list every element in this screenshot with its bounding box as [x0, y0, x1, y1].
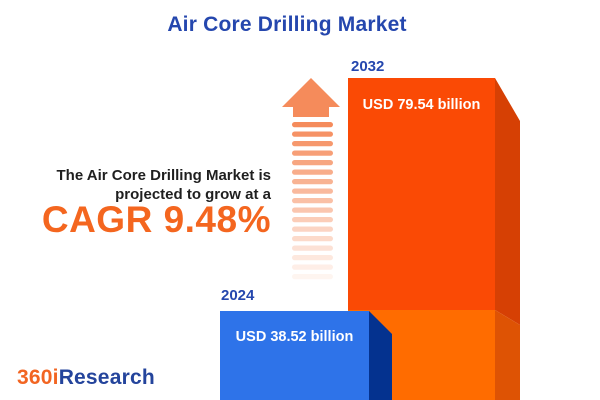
bar-value-2032: USD 79.54 billion [362, 97, 481, 113]
cagr-value: CAGR 9.48% [41, 199, 271, 240]
logo-360i: 360i [17, 366, 59, 389]
year-label-2024: 2024 [221, 287, 255, 304]
annotation-line-1: The Air Core Drilling Market is [56, 167, 272, 184]
page-title: Air Core Drilling Market [167, 13, 407, 36]
bar-2024-side [369, 311, 392, 400]
annotation-text: The Air Core Drilling Market is projecte… [40, 166, 272, 204]
year-label-2032: 2032 [351, 58, 385, 75]
bar-2024 [220, 311, 392, 400]
logo-research: Research [58, 366, 155, 389]
growth-arrow-shaft [292, 122, 333, 280]
bar-value-2024: USD 38.52 billion [235, 329, 354, 345]
annotation-line-2: projected to grow at a [115, 186, 271, 203]
bar-2032-side-lower [495, 310, 520, 400]
bar-2024-face [220, 311, 369, 400]
growth-arrow-head [282, 78, 340, 117]
growth-arrow-icon [282, 78, 340, 280]
company-logo: 360iResearch [17, 366, 155, 390]
bar-2032-side-upper [495, 78, 520, 325]
bar-2032-face-upper [348, 78, 495, 310]
